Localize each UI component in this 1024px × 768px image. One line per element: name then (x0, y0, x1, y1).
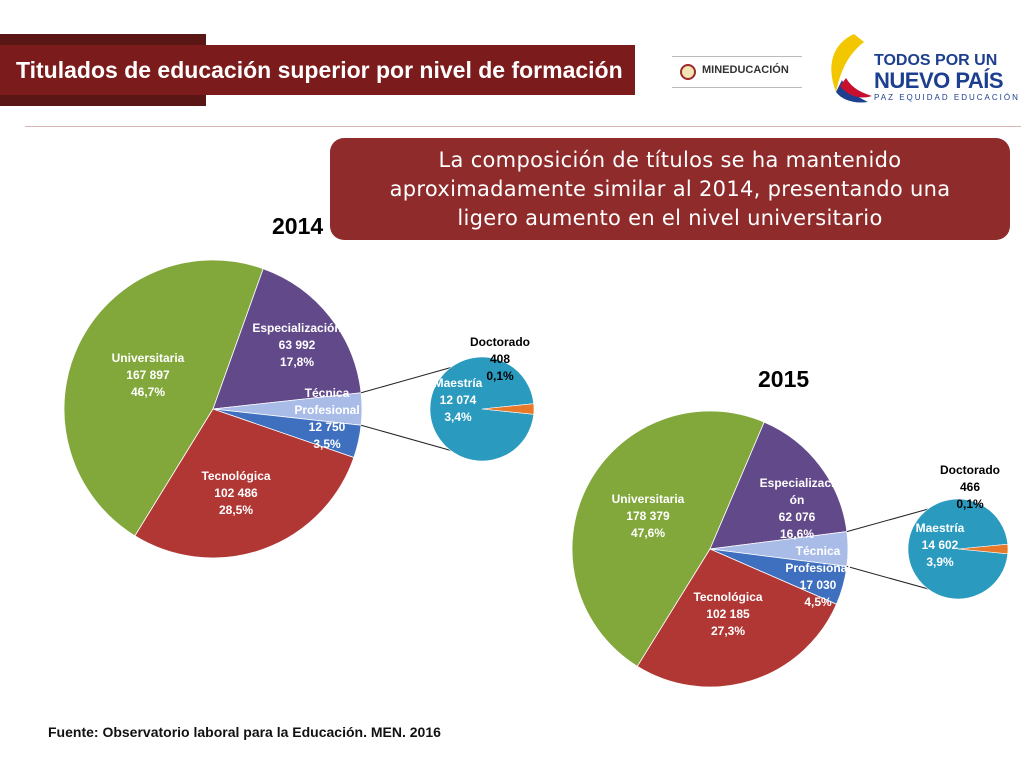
data-label-line: 12 750 (309, 420, 346, 434)
header-divider (25, 126, 1021, 127)
data-label-line: 167 897 (126, 368, 170, 382)
data-label-line: 102 185 (706, 607, 750, 621)
data-label: Universitaria 178 379 47,6% (612, 492, 685, 540)
ministry-name: MINEDUCACIÓN (702, 64, 789, 76)
pie-slice-especializacion (709, 421, 848, 550)
data-label-line: 408 (490, 352, 510, 366)
data-label: Técnica Profesional 12 750 3,5% (294, 386, 359, 451)
pie-slice-tecnologica (636, 548, 837, 688)
data-label-line: 46,7% (131, 385, 165, 399)
sub-pie-slice-maestria (907, 498, 1009, 600)
data-label: Doctorado 466 0,1% (940, 463, 1000, 511)
data-label-line: Universitaria (612, 492, 685, 506)
page-title: Titulados de educación superior por nive… (0, 45, 635, 95)
pie-slice-tecnologica (134, 408, 355, 559)
data-label-line: Doctorado (470, 335, 530, 349)
data-label-line: 47,6% (631, 526, 665, 540)
chart-title-2014: 2014 (272, 213, 324, 239)
data-label: Doctorado 408 0,1% (470, 335, 530, 383)
data-label: Universitaria 167 897 46,7% (112, 351, 185, 399)
data-label-line: 3,9% (926, 555, 954, 569)
data-label-line: Técnica (796, 544, 841, 558)
data-label: Tecnológica 102 185 27,3% (693, 590, 762, 638)
data-label-line: 102 486 (214, 486, 258, 500)
data-label-line: Técnica (305, 386, 350, 400)
source-note: Fuente: Observatorio laboral para la Edu… (48, 724, 441, 740)
colombia-swoosh-icon (831, 34, 872, 103)
note-line: La composición de títulos se ha mantenid… (438, 148, 902, 172)
slogan-line-2: NUEVO PAÍS (874, 68, 1004, 93)
data-label-line: Especialización (252, 321, 341, 335)
data-label-line: 466 (960, 480, 980, 494)
pie-slice-universitaria (63, 259, 264, 537)
data-label-line: 178 379 (626, 509, 670, 523)
data-label-line: 28,5% (219, 503, 253, 517)
data-label-line: 14 602 (922, 538, 959, 552)
data-label-line: Profesional (294, 403, 359, 417)
data-label-line: Maestría (434, 376, 483, 390)
data-label: Maestría 12 074 3,4% (434, 376, 483, 424)
data-label: Maestría 14 602 3,9% (916, 521, 965, 569)
data-label-line: Especializaci (760, 476, 835, 490)
todos-por-un-nuevo-pais-logo: TODOS POR UN NUEVO PAÍS PAZ EQUIDAD EDUC… (824, 30, 1018, 110)
data-label-line: 0,1% (486, 369, 514, 383)
data-label: Especializaci ón 62 076 16,6% (760, 476, 835, 541)
data-label: Especialización 63 992 17,8% (252, 321, 341, 369)
data-label-line: 62 076 (779, 510, 816, 524)
data-label-line: 3,4% (444, 410, 472, 424)
data-label-line: 17 030 (800, 578, 837, 592)
slogan-line-1: TODOS POR UN (874, 52, 998, 69)
data-label: Tecnológica 102 486 28,5% (201, 469, 270, 517)
data-label-line: Profesional (785, 561, 850, 575)
note-line: aproximadamente similar al 2014, present… (389, 177, 951, 201)
data-label-line: 63 992 (279, 338, 316, 352)
chart-title-2015: 2015 (758, 366, 810, 392)
data-label-line: 27,3% (711, 624, 745, 638)
data-label-line: Universitaria (112, 351, 185, 365)
data-label-line: 3,5% (313, 437, 341, 451)
sub-pie-slice-doctorado (481, 403, 535, 415)
note-line: ligero aumento en el nivel universitario (457, 206, 883, 230)
sub-pie-slice-maestria (429, 356, 535, 462)
data-label-line: Maestría (916, 521, 965, 535)
data-label: Técnica Profesional 17 030 4,5% (785, 544, 850, 609)
data-label-line: 16,6% (780, 527, 814, 541)
sub-pie-slice-doctorado (957, 543, 1009, 555)
slogan-line-3: PAZ EQUIDAD EDUCACIÓN (874, 93, 1020, 102)
pie-slice-especializacion (212, 268, 362, 410)
data-label-line: 0,1% (956, 497, 984, 511)
data-label-line: Tecnológica (693, 590, 762, 604)
data-label-line: 17,8% (280, 355, 314, 369)
data-label-line: Doctorado (940, 463, 1000, 477)
data-label-line: 12 074 (440, 393, 477, 407)
mineducacion-logo: MINEDUCACIÓN (672, 56, 802, 88)
pie-slice-universitaria (571, 410, 765, 667)
summary-note: La composición de títulos se ha mantenid… (330, 138, 1010, 240)
data-label-line: 4,5% (804, 595, 832, 609)
data-label-line: ón (790, 493, 805, 507)
data-label-line: Tecnológica (201, 469, 270, 483)
coat-of-arms-icon (680, 64, 696, 80)
